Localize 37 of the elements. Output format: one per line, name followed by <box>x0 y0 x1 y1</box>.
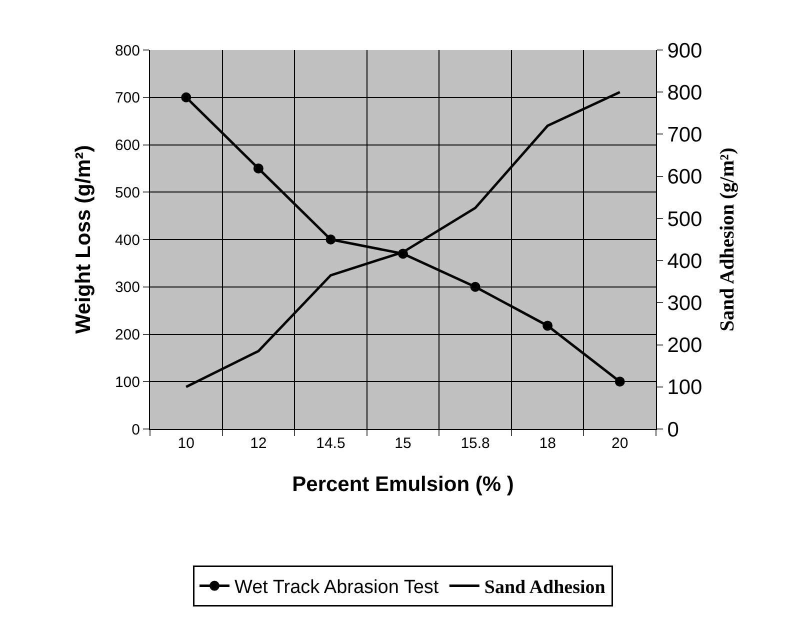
legend-label: Sand Adhesion <box>484 577 606 598</box>
point <box>614 376 625 387</box>
y-tick-label: 700 <box>114 90 140 107</box>
y-tick-label: 500 <box>114 184 140 202</box>
y2-tick-label: 600 <box>667 166 702 189</box>
x-tick-label: 14.5 <box>316 435 346 452</box>
y2-axis-title: Sand Adhesion (g/m²) <box>716 148 739 332</box>
y2-tick-label: 700 <box>667 124 702 147</box>
x-tick-label: 20 <box>612 435 628 452</box>
y-tick-label: 300 <box>114 279 140 296</box>
y-tick-label: 100 <box>114 374 140 391</box>
legend-label: Wet Track Abrasion Test <box>234 577 440 598</box>
x-tick-label: 18 <box>539 435 556 452</box>
x-tick-label: 10 <box>178 435 194 452</box>
x-tick-label: 15.8 <box>460 435 490 452</box>
y2-tick-label: 0 <box>667 418 679 442</box>
x-tick-label: 12 <box>250 435 267 452</box>
y-tick-label: 600 <box>114 137 140 154</box>
x-axis-title: Percent Emulsion (% ) <box>292 473 514 496</box>
y2-tick-label: 400 <box>667 250 702 273</box>
point <box>253 163 264 174</box>
y2-tick-label: 300 <box>667 292 702 316</box>
y2-tick-label: 900 <box>667 39 702 62</box>
point <box>542 320 553 331</box>
x-tick-label: 15 <box>394 435 412 452</box>
y2-tick-label: 200 <box>667 334 702 358</box>
point <box>326 234 336 244</box>
y2-tick-label: 100 <box>667 376 702 400</box>
y-tick-label: 400 <box>114 232 140 249</box>
y-tick-label: 0 <box>132 421 140 438</box>
y2-tick-label: 800 <box>667 81 702 104</box>
point <box>181 92 192 102</box>
point <box>470 282 480 292</box>
y-axis-title: Weight Loss (g/m²) <box>72 145 96 334</box>
y-tick-label: 800 <box>114 42 140 60</box>
y-tick-label: 200 <box>114 326 140 344</box>
y2-tick-label: 500 <box>667 208 702 231</box>
